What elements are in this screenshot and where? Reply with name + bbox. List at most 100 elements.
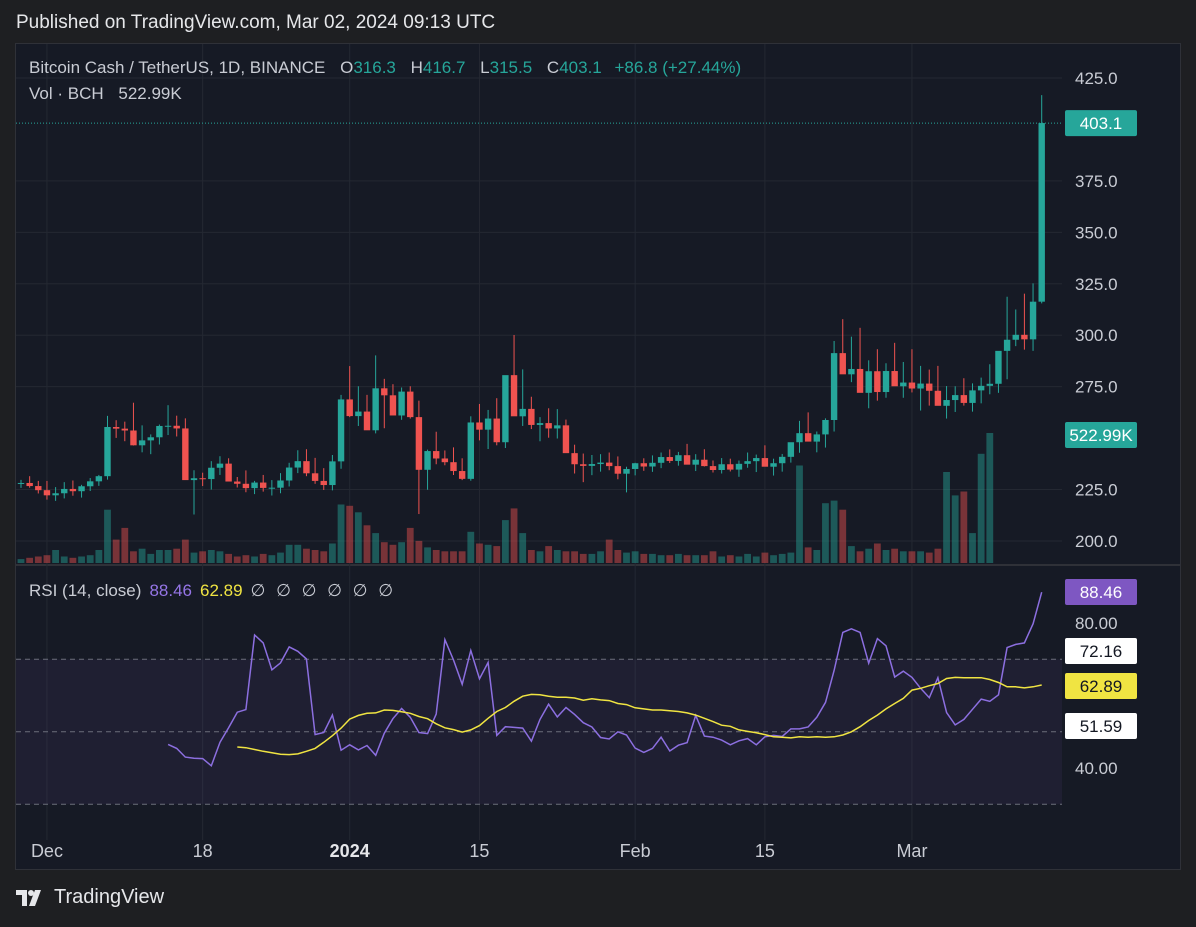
volume-bar <box>207 550 215 563</box>
price-tick-label: 350.0 <box>1075 223 1118 242</box>
candle-body <box>104 426 111 477</box>
published-timestamp: Published on TradingView.com, Mar 02, 20… <box>16 12 496 33</box>
rsi-mid-badge: 51.59 <box>1080 717 1123 736</box>
candle-body <box>87 481 94 487</box>
candle-body <box>623 468 630 474</box>
candle-body <box>830 353 838 421</box>
tradingview-brand[interactable]: TradingView <box>16 886 164 909</box>
candle-body <box>476 422 483 430</box>
volume-bar <box>986 433 994 563</box>
candle-body <box>337 399 345 462</box>
rsi-tick-label: 80.00 <box>1075 614 1118 633</box>
volume-bar <box>484 544 492 563</box>
rsi-upper-badge: 72.16 <box>1080 642 1123 661</box>
time-tick-label: 18 <box>193 841 213 861</box>
volume-bar <box>692 555 700 563</box>
candle-body <box>355 411 362 417</box>
candle-body <box>450 462 457 472</box>
volume-bar <box>726 555 734 563</box>
volume-bar <box>597 551 604 563</box>
candle-body <box>969 390 976 403</box>
volume-bar <box>579 553 587 563</box>
volume-legend: Vol · BCH 522.99K <box>29 84 182 104</box>
rsi-tick-label: 40.00 <box>1075 759 1118 778</box>
volume-bar <box>925 552 933 563</box>
candle-body <box>484 418 492 430</box>
last-price-badge: 403.1 <box>1080 114 1123 133</box>
volume-bar <box>130 551 137 563</box>
volume-bar <box>839 509 847 563</box>
candle-body <box>43 490 51 496</box>
rsi-mid-badge-bg <box>1065 713 1137 739</box>
time-tick-label: Feb <box>620 841 651 861</box>
volume-bar <box>813 550 821 563</box>
price-tick-label: 425.0 <box>1075 69 1118 88</box>
rsi-ma-badge: 62.89 <box>1080 677 1123 696</box>
candle-body <box>52 493 59 496</box>
volume-label[interactable]: Vol · BCH <box>29 84 104 103</box>
candle-body <box>424 451 431 470</box>
candle-body <box>17 482 25 484</box>
volume-bar <box>969 533 976 563</box>
candle-body <box>1012 334 1019 340</box>
brand-name: TradingView <box>54 886 165 908</box>
volume-bar <box>562 551 570 563</box>
rsi-ma-line <box>237 676 1042 756</box>
volume-bar <box>354 512 362 563</box>
volume-bar <box>614 550 622 563</box>
volume-bar <box>553 550 561 563</box>
candle-body <box>502 375 509 443</box>
time-tick-label: Dec <box>31 841 63 861</box>
volume-bar <box>822 503 829 563</box>
volume-bar <box>761 552 769 563</box>
candle-body <box>900 382 907 387</box>
candle-body <box>735 463 743 470</box>
volume-bar <box>216 551 224 563</box>
volume-bar <box>285 544 293 563</box>
volume-bar <box>346 505 354 563</box>
time-tick-label: Mar <box>896 841 927 861</box>
volume-bar <box>899 551 907 563</box>
volume-bar <box>977 453 985 563</box>
candle-body <box>467 422 474 479</box>
candle-body <box>727 464 734 470</box>
candle-body <box>112 426 120 429</box>
rsi-value: 88.46 <box>149 581 192 600</box>
candle-body <box>208 467 215 480</box>
volume-bar <box>960 491 968 563</box>
candle-body <box>389 395 397 416</box>
rsi-na-values: ∅ ∅ ∅ ∅ ∅ ∅ <box>250 581 396 600</box>
volume-bar <box>640 553 648 563</box>
candle-body <box>346 399 353 417</box>
volume-bar <box>320 551 328 563</box>
low-value: 315.5 <box>489 58 533 77</box>
volume-bar <box>605 539 613 563</box>
candle-body <box>657 457 665 463</box>
candle-body <box>433 451 440 459</box>
volume-bar <box>856 551 864 563</box>
candle-body <box>381 388 388 396</box>
volume-bar <box>398 542 405 563</box>
volume-bar <box>502 520 509 563</box>
volume-bar <box>709 551 717 563</box>
volume-bar <box>510 508 518 563</box>
rsi-label[interactable]: RSI (14, close) <box>29 581 142 600</box>
volume-bar <box>52 550 59 563</box>
candle-body <box>251 482 258 489</box>
candle-body <box>130 430 137 446</box>
volume-bar <box>60 556 68 563</box>
volume-bar <box>804 547 812 563</box>
volume-bar <box>527 550 535 563</box>
candle-body <box>190 478 198 481</box>
volume-bar <box>251 556 258 563</box>
volume-bar <box>588 553 596 563</box>
candle-body <box>882 371 890 393</box>
low-label: L <box>480 58 490 77</box>
volume-bar <box>666 555 674 563</box>
candle-body <box>95 476 103 482</box>
symbol-name[interactable]: Bitcoin Cash / TetherUS, 1D, BINANCE <box>29 58 326 77</box>
candle-body <box>631 463 639 469</box>
volume-bar <box>164 550 172 563</box>
candle-body <box>234 481 241 484</box>
